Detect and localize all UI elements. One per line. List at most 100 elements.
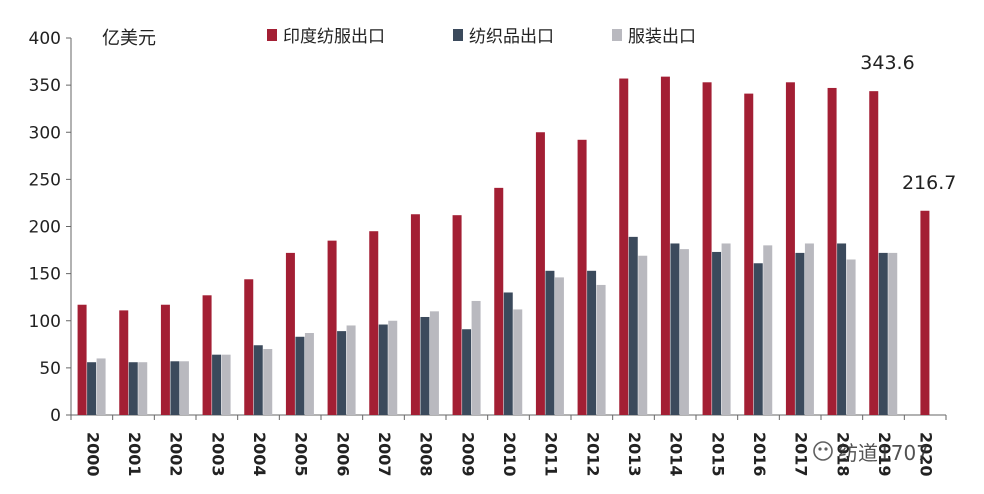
annotations: 343.6 216.7 (860, 52, 956, 194)
x-tick-label: 2006 (333, 432, 352, 477)
bar-apparel (179, 361, 189, 415)
bar-total (660, 76, 670, 415)
bar-textiles (837, 243, 847, 415)
bar-apparel (429, 311, 439, 415)
bar-apparel (721, 243, 731, 415)
x-tick-label: 2019 (875, 432, 894, 477)
unit-label: 亿美元 (102, 28, 156, 49)
bar-total (244, 279, 254, 415)
x-axis: 2000 2001 2002 2003 2004 2005 2006 2007 2008 2009… (70, 414, 947, 477)
bar-apparel (138, 362, 148, 415)
x-tick-label: 2015 (708, 432, 727, 477)
bar-textiles (420, 316, 430, 415)
bars (77, 76, 930, 416)
bar-textiles (295, 336, 305, 415)
bar-apparel (221, 354, 231, 415)
bar-textiles (795, 252, 805, 415)
watermark: 纺道1707 (813, 441, 929, 465)
bar-total (702, 82, 712, 416)
x-tick-label: 2016 (750, 432, 769, 477)
x-tick-label: 2000 (83, 432, 102, 477)
bar-total (619, 78, 629, 415)
bar-textiles (503, 292, 513, 415)
bar-total (202, 295, 212, 415)
bar-textiles (712, 251, 722, 415)
legend: 印度纺服出口 纺织品出口 服装出口 (267, 27, 696, 47)
y-tick-label: 100 (29, 312, 61, 332)
legend-swatch (267, 29, 277, 41)
x-tick-label: 2008 (417, 432, 436, 477)
bar-textiles (878, 252, 888, 415)
bar-apparel (763, 245, 773, 415)
y-tick-label: 200 (29, 218, 61, 238)
bar-total (285, 252, 295, 415)
x-tick-label: 2017 (792, 432, 811, 477)
x-tick-label: 2002 (167, 432, 186, 477)
bar-total (577, 139, 587, 416)
bar-apparel (554, 277, 564, 415)
bar-textiles (587, 270, 597, 415)
bar-apparel (471, 300, 481, 415)
y-tick-label: 400 (29, 29, 61, 49)
legend-label: 服装出口 (628, 27, 696, 47)
bar-textiles (378, 324, 388, 415)
bar-total (494, 187, 504, 415)
bar-textiles (545, 270, 555, 415)
watermark-logo-icon (813, 441, 833, 461)
bar-total (452, 215, 462, 415)
bar-textiles (337, 331, 347, 415)
bar-apparel (346, 325, 356, 415)
bar-total (119, 310, 129, 415)
y-tick-label: 150 (29, 265, 61, 285)
bar-total (160, 304, 170, 415)
bar-apparel (679, 249, 689, 415)
y-tick-label: 300 (29, 123, 61, 143)
x-tick-label: 2012 (583, 432, 602, 477)
y-tick-label: 0 (50, 406, 61, 426)
data-label: 343.6 (860, 52, 914, 74)
bar-textiles (87, 362, 97, 415)
x-tick-label: 2018 (833, 432, 852, 477)
bar-total (410, 214, 420, 415)
x-tick-label: 2001 (125, 432, 144, 477)
bar-apparel (638, 255, 648, 415)
bar-textiles (253, 345, 263, 415)
bar-textiles (462, 329, 472, 415)
bar-total (827, 87, 837, 415)
bar-apparel (846, 259, 856, 415)
x-tick-label: 2011 (542, 432, 561, 477)
bar-apparel (304, 333, 314, 415)
bar-apparel (888, 252, 898, 415)
x-tick-label: 2009 (458, 432, 477, 477)
x-tick-label: 2004 (250, 432, 269, 477)
x-tick-label: 2013 (625, 432, 644, 477)
bar-total (744, 93, 754, 416)
x-tick-label: 2014 (667, 432, 686, 477)
bar-textiles (753, 263, 763, 415)
y-tick-label: 250 (29, 170, 61, 190)
bar-total (535, 132, 545, 415)
x-tick-label: 2005 (292, 432, 311, 477)
bar-total (920, 210, 930, 415)
data-label: 216.7 (902, 172, 956, 194)
bar-apparel (804, 243, 814, 415)
bar-apparel (263, 349, 273, 415)
y-tick-label: 350 (29, 76, 61, 96)
bar-total (327, 240, 337, 415)
bar-textiles (670, 243, 680, 415)
legend-swatch (453, 29, 463, 41)
bar-apparel (96, 358, 106, 415)
bar-textiles (212, 354, 222, 415)
bar-textiles (628, 236, 638, 415)
x-tick-label: 2010 (500, 432, 519, 477)
watermark-text: 纺道1707 (838, 441, 929, 465)
legend-label: 纺织品出口 (469, 27, 554, 47)
legend-label: 印度纺服出口 (283, 27, 385, 47)
x-tick-label: 2020 (917, 432, 936, 477)
bar-total (869, 91, 879, 415)
y-axis: 0 50 100 150 200 250 300 350 400 (29, 29, 72, 426)
x-tick-label: 2003 (208, 432, 227, 477)
x-tick-label: 2007 (375, 432, 394, 477)
bar-textiles (170, 361, 180, 415)
